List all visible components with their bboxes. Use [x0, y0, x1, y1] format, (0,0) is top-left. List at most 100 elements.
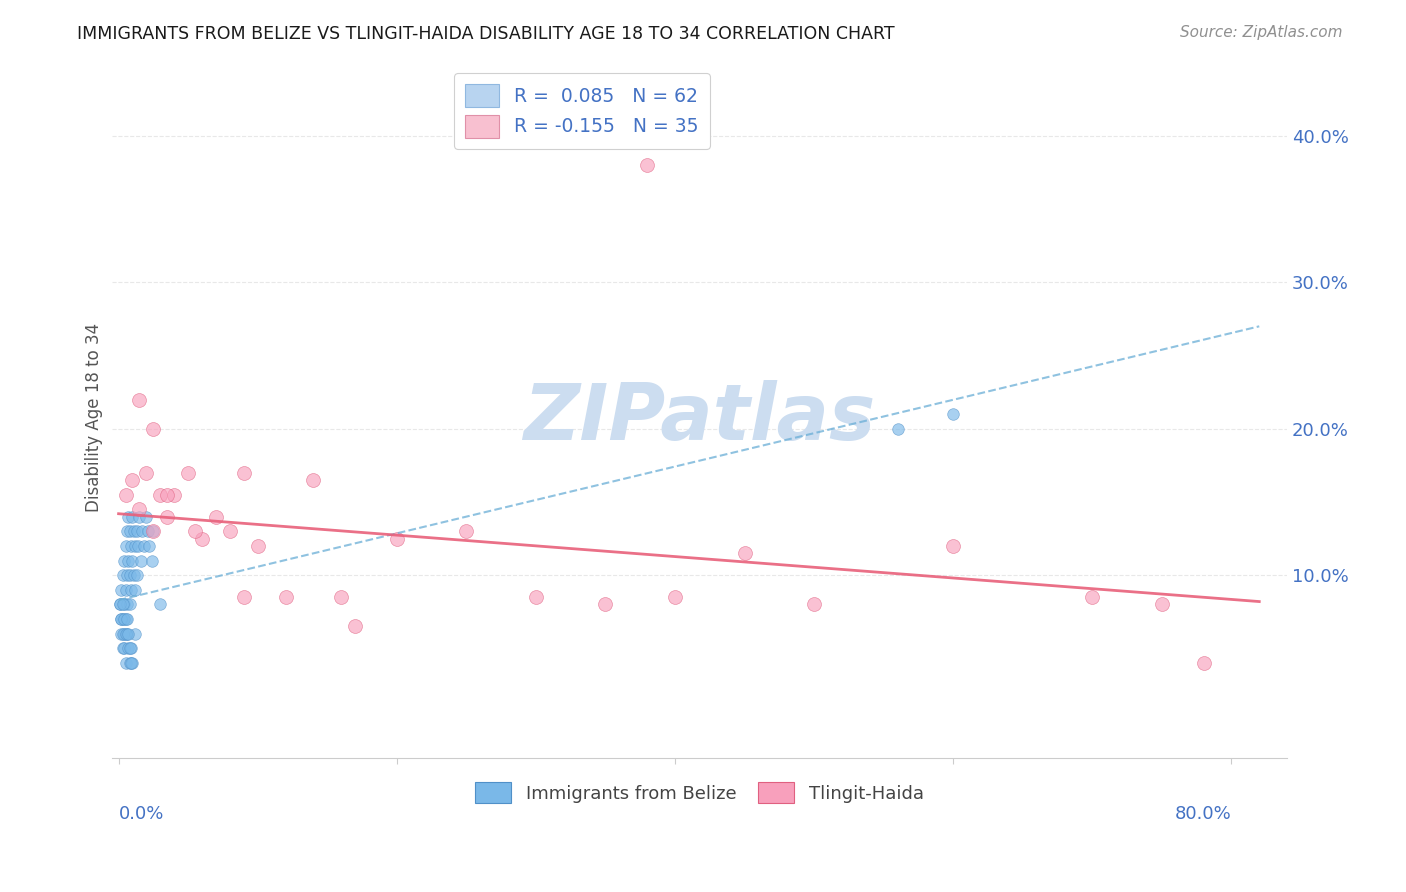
Point: [118, 524, 141, 539]
Point: [120, 582, 142, 597]
Point: [456, 524, 478, 539]
Point: [124, 582, 146, 597]
Point: [112, 641, 135, 656]
Point: [142, 422, 165, 436]
Point: [128, 509, 150, 524]
Point: [117, 641, 139, 656]
Point: [118, 641, 141, 656]
Point: [664, 590, 686, 604]
Point: [135, 466, 157, 480]
Point: [117, 627, 139, 641]
Point: [302, 473, 325, 487]
Point: [205, 509, 228, 524]
Point: [121, 509, 143, 524]
Text: IMMIGRANTS FROM BELIZE VS TLINGIT-HAIDA DISABILITY AGE 18 TO 34 CORRELATION CHAR: IMMIGRANTS FROM BELIZE VS TLINGIT-HAIDA …: [77, 25, 896, 43]
Point: [114, 488, 136, 502]
Point: [111, 568, 134, 582]
Point: [803, 598, 825, 612]
Point: [118, 568, 141, 582]
Point: [122, 524, 145, 539]
Point: [115, 612, 138, 626]
Point: [232, 466, 254, 480]
Point: [111, 641, 134, 656]
Point: [110, 582, 132, 597]
Point: [344, 619, 367, 633]
Point: [110, 627, 132, 641]
Point: [142, 524, 165, 539]
Point: [149, 598, 172, 612]
Point: [734, 546, 756, 560]
Point: [330, 590, 353, 604]
Point: [124, 539, 146, 553]
Point: [120, 539, 142, 553]
Point: [149, 488, 172, 502]
Point: [108, 598, 131, 612]
Text: ZIPatlas: ZIPatlas: [523, 380, 876, 456]
Point: [274, 590, 297, 604]
Point: [1192, 656, 1215, 670]
Point: [1081, 590, 1104, 604]
Point: [135, 509, 157, 524]
Point: [115, 627, 138, 641]
Point: [114, 627, 136, 641]
Point: [156, 488, 179, 502]
Point: [115, 568, 138, 582]
Point: [112, 598, 135, 612]
Point: [595, 598, 617, 612]
Text: Source: ZipAtlas.com: Source: ZipAtlas.com: [1180, 25, 1343, 40]
Point: [184, 524, 207, 539]
Point: [142, 524, 165, 539]
Point: [120, 656, 142, 670]
Point: [122, 568, 145, 582]
Point: [942, 539, 965, 553]
Point: [232, 590, 254, 604]
Point: [1150, 598, 1173, 612]
Point: [138, 539, 160, 553]
Text: 80.0%: 80.0%: [1174, 805, 1232, 823]
Text: 0.0%: 0.0%: [118, 805, 165, 823]
Point: [125, 524, 148, 539]
Point: [636, 158, 658, 172]
Point: [218, 524, 240, 539]
Point: [246, 539, 269, 553]
Point: [117, 553, 139, 567]
Point: [524, 590, 547, 604]
Point: [114, 656, 136, 670]
Point: [121, 473, 143, 487]
Point: [136, 524, 159, 539]
Point: [111, 612, 134, 626]
Point: [110, 612, 132, 626]
Point: [132, 539, 155, 553]
Point: [128, 392, 150, 407]
Point: [163, 488, 186, 502]
Point: [385, 532, 408, 546]
Legend: Immigrants from Belize, Tlingit-Haida: Immigrants from Belize, Tlingit-Haida: [468, 775, 931, 811]
Point: [114, 612, 136, 626]
Point: [128, 502, 150, 516]
Point: [115, 598, 138, 612]
Point: [117, 509, 139, 524]
Point: [125, 568, 148, 582]
Point: [114, 539, 136, 553]
Point: [112, 627, 135, 641]
Point: [114, 582, 136, 597]
Point: [108, 598, 131, 612]
Point: [156, 509, 179, 524]
Point: [110, 612, 132, 626]
Point: [112, 553, 135, 567]
Point: [112, 612, 135, 626]
Point: [121, 656, 143, 670]
Point: [127, 539, 149, 553]
Point: [118, 598, 141, 612]
Point: [115, 524, 138, 539]
Point: [129, 553, 152, 567]
Point: [177, 466, 200, 480]
Point: [120, 641, 142, 656]
Point: [141, 553, 163, 567]
Point: [942, 407, 965, 421]
Point: [191, 532, 214, 546]
Point: [118, 656, 141, 670]
Point: [111, 627, 134, 641]
Point: [124, 627, 146, 641]
Point: [131, 524, 153, 539]
